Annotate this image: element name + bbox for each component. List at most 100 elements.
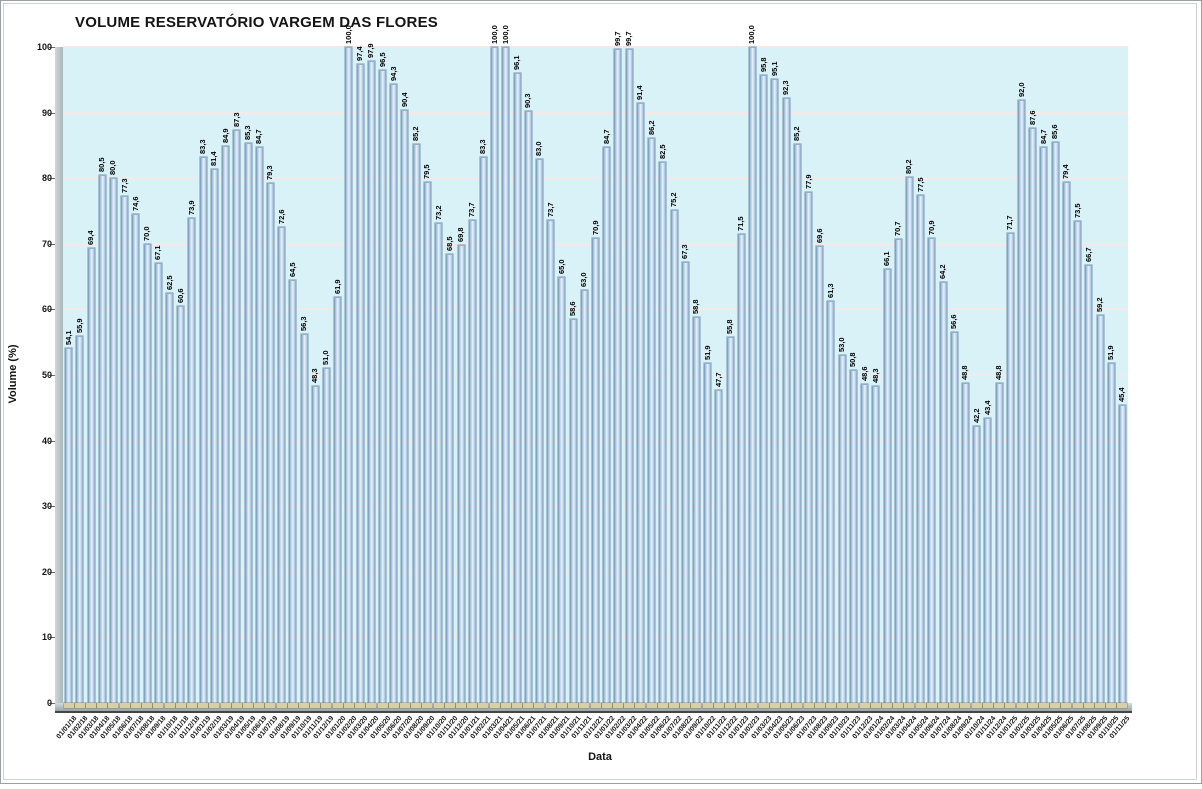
bar-value-label: 77,9 [803, 174, 813, 189]
bar-base [926, 703, 937, 708]
bar-value-label: 77,3 [119, 178, 129, 193]
bar-base [870, 703, 881, 708]
bar [614, 49, 622, 704]
x-axis-line [55, 711, 1132, 713]
bar [154, 262, 162, 704]
bar-value-label: 81,4 [209, 151, 219, 166]
bar [502, 47, 510, 704]
bar [345, 47, 353, 704]
bar-base [467, 703, 478, 708]
bar [311, 386, 319, 704]
bar-base [568, 703, 579, 708]
bar-base [265, 703, 276, 708]
bar [401, 110, 409, 704]
chart-frame [3, 3, 1197, 780]
bar-base [444, 703, 455, 708]
bar-base [343, 703, 354, 708]
bar-base [130, 703, 141, 708]
bar-value-label: 77,5 [915, 176, 925, 192]
bar-base [523, 703, 534, 708]
bar-base [388, 703, 399, 708]
bar-value-label: 55,9 [74, 318, 84, 334]
bar-base [63, 703, 74, 708]
bar [827, 300, 835, 704]
bar-value-label: 73,5 [1072, 203, 1082, 218]
bar-value-label: 83,3 [198, 138, 208, 154]
y-tick-mark [49, 112, 55, 114]
bar-value-label: 73,2 [433, 205, 443, 220]
bar-base [433, 703, 444, 708]
bar [580, 289, 588, 704]
bar [905, 176, 913, 704]
bar-base [579, 703, 590, 708]
bar [625, 49, 633, 704]
bar-value-label: 97,4 [355, 46, 365, 62]
bar-value-label: 84,7 [1038, 129, 1048, 145]
bar [569, 318, 577, 704]
bar-base [86, 703, 96, 708]
bar-value-label: 85,6 [1050, 123, 1060, 139]
bar [603, 147, 611, 704]
bar-base [904, 703, 915, 708]
bar-value-label: 73,7 [467, 201, 477, 217]
bar-base [299, 703, 309, 708]
bar-value-label: 70,9 [926, 220, 936, 235]
bar [278, 226, 286, 704]
bar-base [691, 703, 702, 708]
bar-base [938, 703, 948, 708]
y-tick-mark [49, 571, 55, 573]
bar [435, 222, 443, 704]
bar [1085, 265, 1093, 704]
y-tick-label: 10 [41, 632, 52, 643]
y-tick-mark [49, 703, 55, 704]
bar-value-label: 68,5 [444, 235, 454, 251]
bar-base [534, 703, 545, 708]
bar-base [612, 703, 623, 708]
bar-value-label: 72,6 [276, 209, 286, 224]
bar-base [736, 703, 747, 708]
bar-value-label: 80,0 [108, 160, 118, 176]
y-tick-label: 100 [36, 42, 52, 52]
bar-base [74, 703, 85, 708]
bar [513, 72, 521, 704]
bar [177, 305, 185, 704]
bar-value-label: 55,8 [725, 319, 734, 334]
bar [356, 64, 364, 704]
bar-value-label: 84,7 [601, 129, 611, 145]
bar [334, 296, 342, 704]
bar-base [893, 703, 904, 708]
bar-value-label: 85,2 [411, 126, 421, 142]
bar [1062, 182, 1070, 704]
bar [547, 219, 555, 704]
y-tick-mark [49, 47, 55, 48]
bar-base [220, 703, 231, 708]
bar [872, 386, 880, 704]
bar-base [377, 703, 388, 708]
bar [894, 239, 902, 704]
bar-value-label: 83,0 [534, 140, 544, 156]
bar [491, 47, 499, 704]
bar-base [310, 703, 321, 708]
bar [289, 279, 297, 704]
bar [771, 79, 779, 704]
bar-base [1083, 703, 1094, 708]
bar-value-label: 73,9 [186, 200, 196, 216]
bar-value-label: 87,6 [1027, 110, 1037, 126]
bar-value-label: 69,4 [86, 230, 95, 245]
bar-base [321, 703, 332, 708]
gridline [63, 111, 1128, 114]
bar [961, 382, 969, 704]
bar-base [657, 703, 668, 708]
bar [367, 60, 375, 704]
bar [1096, 314, 1104, 704]
bar-base [366, 703, 377, 708]
bar-base [153, 703, 164, 708]
bar-base [209, 703, 220, 708]
bar-base [422, 703, 433, 708]
bar-base [1117, 703, 1128, 708]
bar [704, 362, 712, 704]
bar-base [1050, 703, 1061, 708]
bar-base [915, 703, 926, 708]
bar-base [971, 703, 982, 708]
bar-base [175, 703, 186, 708]
